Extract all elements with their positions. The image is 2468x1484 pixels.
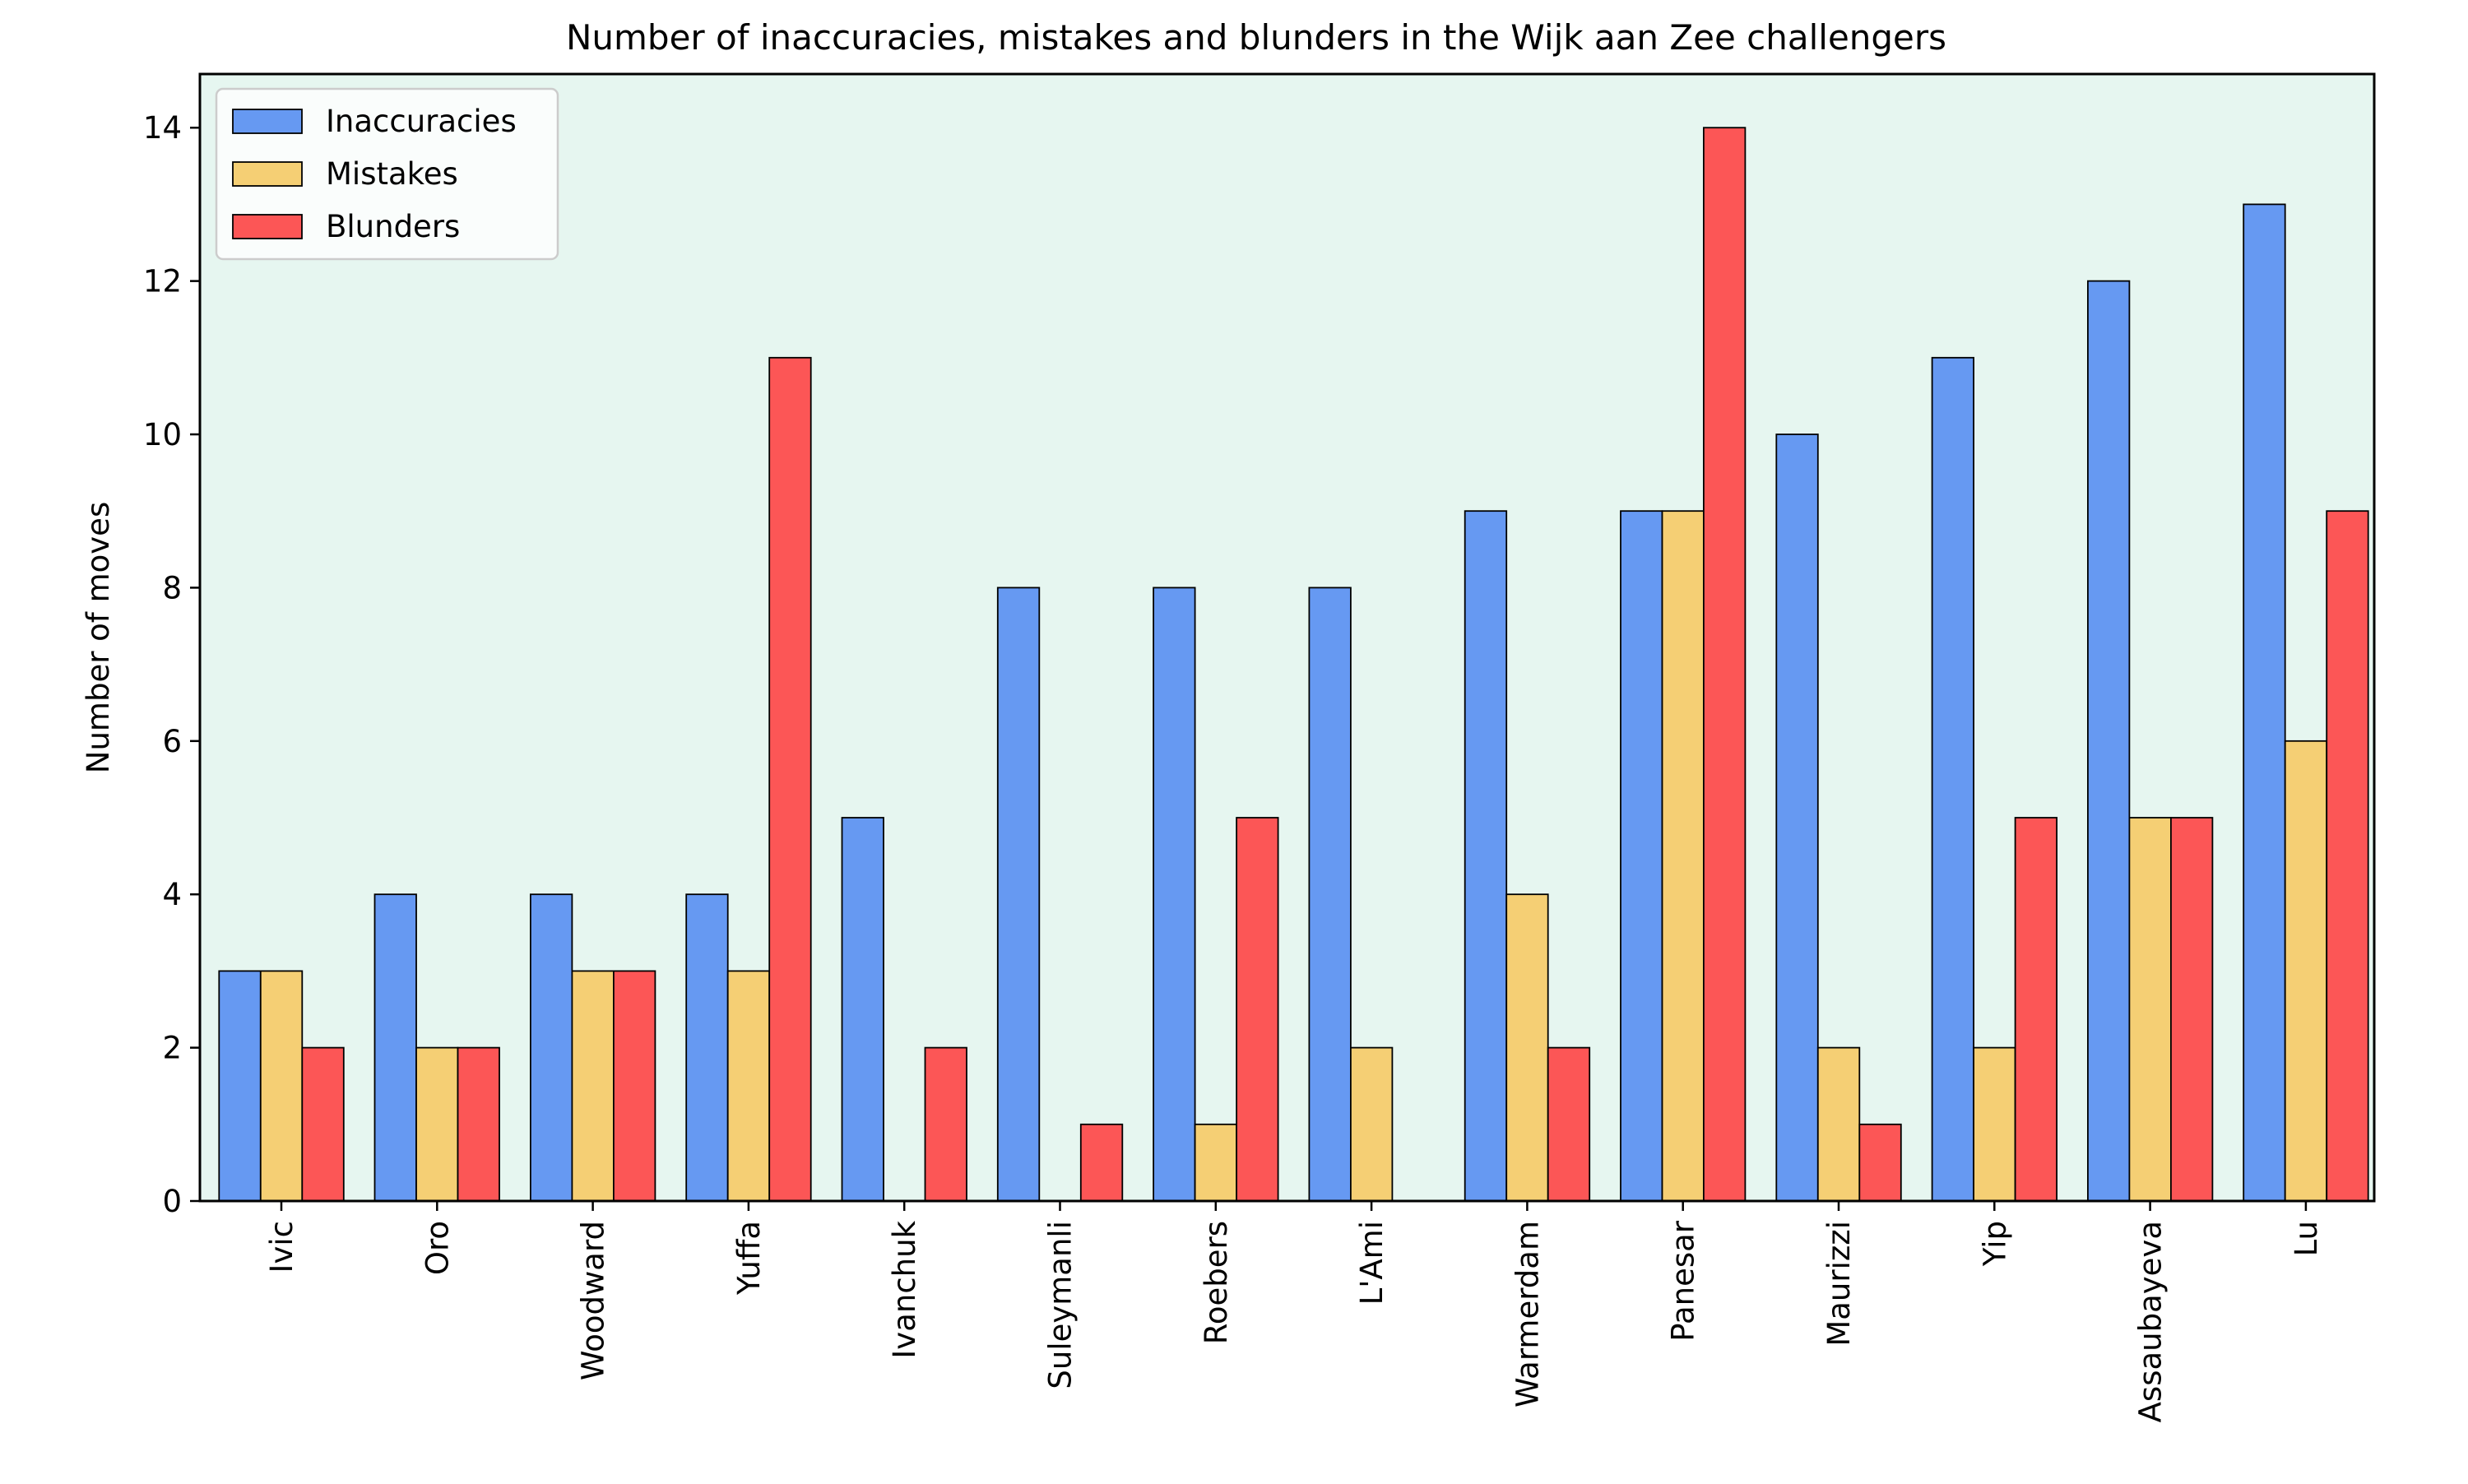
bar-mistakes-11 — [1973, 1046, 2016, 1202]
bar-blunders-12 — [2169, 817, 2214, 1202]
plot-frame — [198, 72, 2376, 1203]
x-tick-label: Panesar — [1666, 1220, 1701, 1341]
bars-layer — [218, 127, 2369, 1202]
bar-inaccuracies-1 — [373, 893, 417, 1202]
x-tick-label: Woodward — [576, 1221, 611, 1380]
y-tick-label: 2 — [162, 1031, 182, 1066]
bar-mistakes-13 — [2284, 740, 2328, 1202]
y-axis-label: Number of moves — [81, 502, 116, 773]
bar-blunders-9 — [1702, 127, 1747, 1202]
bar-inaccuracies-8 — [1464, 510, 1508, 1202]
legend[interactable]: Inaccuracies Mistakes Blunders — [215, 87, 559, 261]
bar-inaccuracies-11 — [1931, 356, 1975, 1202]
bar-mistakes-12 — [2128, 817, 2172, 1202]
y-tick-label: 8 — [162, 570, 182, 605]
bar-mistakes-7 — [1350, 1046, 1394, 1202]
y-tick-label: 0 — [162, 1184, 182, 1219]
x-tick-label: Assaubayeva — [2133, 1221, 2169, 1422]
y-tick-label: 12 — [143, 264, 182, 299]
x-tick-label: L'Ami — [1354, 1221, 1389, 1305]
bar-inaccuracies-3 — [685, 893, 729, 1202]
bar-mistakes-0 — [259, 970, 304, 1202]
bar-inaccuracies-4 — [841, 817, 884, 1202]
x-tick-label: Roebers — [1199, 1221, 1234, 1344]
bar-inaccuracies-6 — [1153, 587, 1196, 1202]
y-axis: 0 2 4 6 8 10 12 14 — [143, 110, 200, 1219]
x-tick-label: Suleymanli — [1043, 1221, 1079, 1389]
bar-blunders-2 — [613, 970, 656, 1202]
bar-inaccuracies-2 — [530, 893, 573, 1202]
bar-mistakes-2 — [571, 970, 615, 1202]
bar-mistakes-10 — [1816, 1046, 1861, 1202]
legend-swatch-blunders — [232, 214, 303, 239]
x-axis: Ivic Oro Woodward Yuffa Ivanchuk Suleymanli Ro… — [264, 1201, 2324, 1422]
legend-label-blunders[interactable]: Blunders — [326, 209, 460, 244]
bar-inaccuracies-13 — [2243, 203, 2286, 1202]
legend-swatch-mistakes — [232, 161, 303, 187]
bar-mistakes-8 — [1505, 893, 1549, 1202]
bar-blunders-1 — [457, 1046, 500, 1202]
y-tick-label: 14 — [143, 110, 182, 146]
bar-inaccuracies-12 — [2086, 280, 2131, 1202]
bar-blunders-0 — [301, 1046, 345, 1202]
bar-mistakes-9 — [1661, 510, 1705, 1202]
bar-inaccuracies-9 — [1620, 510, 1663, 1202]
x-tick-label: Ivic — [264, 1221, 299, 1273]
bar-inaccuracies-5 — [996, 587, 1041, 1202]
bar-inaccuracies-7 — [1308, 587, 1352, 1202]
x-tick-label: Maurizzi — [1821, 1221, 1857, 1347]
x-tick-label: Yuffa — [731, 1221, 767, 1296]
y-tick-label: 10 — [143, 417, 182, 452]
x-tick-label: Oro — [420, 1221, 455, 1275]
bar-inaccuracies-10 — [1775, 434, 1819, 1202]
bar-blunders-5 — [1079, 1123, 1124, 1202]
bar-blunders-3 — [768, 356, 812, 1202]
legend-label-inaccuracies[interactable]: Inaccuracies — [326, 104, 517, 139]
bar-blunders-8 — [1547, 1046, 1591, 1202]
x-tick-label: Ivanchuk — [887, 1220, 922, 1358]
bar-blunders-4 — [924, 1046, 967, 1202]
y-tick-label: 6 — [162, 724, 182, 759]
bar-blunders-6 — [1236, 817, 1279, 1202]
chart-title: Number of inaccuracies, mistakes and blu… — [566, 17, 1946, 58]
legend-label-mistakes[interactable]: Mistakes — [326, 156, 458, 192]
y-tick-label: 4 — [162, 877, 182, 912]
bar-mistakes-1 — [415, 1046, 459, 1202]
bar-blunders-13 — [2326, 510, 2369, 1202]
x-tick-label: Warmerdam — [1510, 1221, 1545, 1407]
bar-blunders-10 — [1858, 1123, 1902, 1202]
bar-mistakes-3 — [726, 970, 771, 1202]
bar-mistakes-6 — [1194, 1123, 1237, 1202]
bar-blunders-11 — [2014, 817, 2058, 1202]
bar-inaccuracies-0 — [218, 970, 262, 1202]
x-tick-label: Yip — [1977, 1221, 2012, 1267]
legend-swatch-inaccuracies — [232, 109, 303, 134]
x-tick-label: Lu — [2289, 1221, 2324, 1256]
